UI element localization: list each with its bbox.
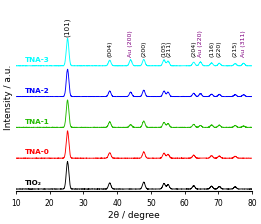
- Text: TNA-2: TNA-2: [24, 88, 49, 94]
- Text: (215): (215): [233, 41, 238, 57]
- Text: TNA-1: TNA-1: [24, 118, 49, 125]
- Text: TNA-0: TNA-0: [24, 149, 49, 155]
- Text: Au (200): Au (200): [128, 30, 133, 57]
- Text: Au (311): Au (311): [241, 30, 246, 57]
- Text: TNA-3: TNA-3: [24, 57, 49, 63]
- Text: (004): (004): [107, 41, 112, 57]
- Text: (220): (220): [217, 41, 222, 57]
- Text: (200): (200): [141, 41, 146, 57]
- Text: (116): (116): [209, 41, 214, 57]
- Text: TiO₂: TiO₂: [24, 180, 41, 186]
- Text: (204): (204): [191, 41, 196, 57]
- Text: (105): (105): [162, 41, 167, 57]
- Text: Au (220): Au (220): [198, 30, 203, 57]
- Text: (101): (101): [64, 17, 71, 37]
- Y-axis label: Intensity / a.u.: Intensity / a.u.: [4, 65, 13, 130]
- X-axis label: 2θ / degree: 2θ / degree: [108, 211, 160, 220]
- Text: (211): (211): [167, 41, 172, 57]
